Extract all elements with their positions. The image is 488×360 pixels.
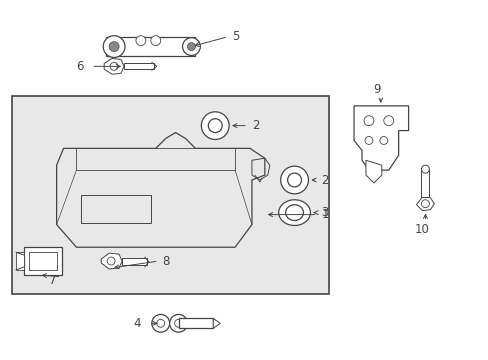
Circle shape [201, 112, 229, 139]
Circle shape [151, 314, 169, 332]
Polygon shape [104, 58, 124, 74]
Polygon shape [365, 160, 381, 183]
Bar [24, 247, 61, 275]
Polygon shape [101, 253, 122, 269]
Bar [12, 96, 328, 294]
Text: 2: 2 [321, 174, 328, 186]
Bar [421, 169, 428, 197]
Ellipse shape [278, 200, 310, 225]
Text: 2: 2 [251, 119, 259, 132]
Bar [122, 258, 146, 265]
Polygon shape [353, 106, 408, 170]
Circle shape [182, 38, 200, 55]
Text: 10: 10 [414, 223, 429, 236]
Circle shape [187, 42, 195, 50]
Text: 3: 3 [321, 206, 328, 219]
Circle shape [208, 119, 222, 132]
Text: 9: 9 [372, 82, 380, 95]
Ellipse shape [285, 205, 303, 221]
Text: 8: 8 [163, 255, 170, 267]
Circle shape [136, 36, 145, 46]
Circle shape [109, 42, 119, 51]
Circle shape [421, 165, 428, 173]
Polygon shape [213, 318, 220, 328]
Bar [106, 37, 195, 57]
Text: 1: 1 [321, 208, 328, 221]
Bar [124, 63, 153, 69]
Text: 6: 6 [76, 60, 83, 73]
Circle shape [280, 166, 308, 194]
Circle shape [287, 173, 301, 187]
Circle shape [103, 36, 125, 58]
Text: 4: 4 [133, 317, 141, 330]
Bar [178, 318, 213, 328]
Polygon shape [416, 197, 433, 211]
Text: 5: 5 [232, 30, 239, 43]
Bar [81, 195, 150, 222]
Bar [29, 252, 57, 270]
Circle shape [150, 36, 161, 46]
Bar [16, 252, 24, 270]
Text: 7: 7 [49, 274, 57, 287]
Circle shape [169, 314, 187, 332]
